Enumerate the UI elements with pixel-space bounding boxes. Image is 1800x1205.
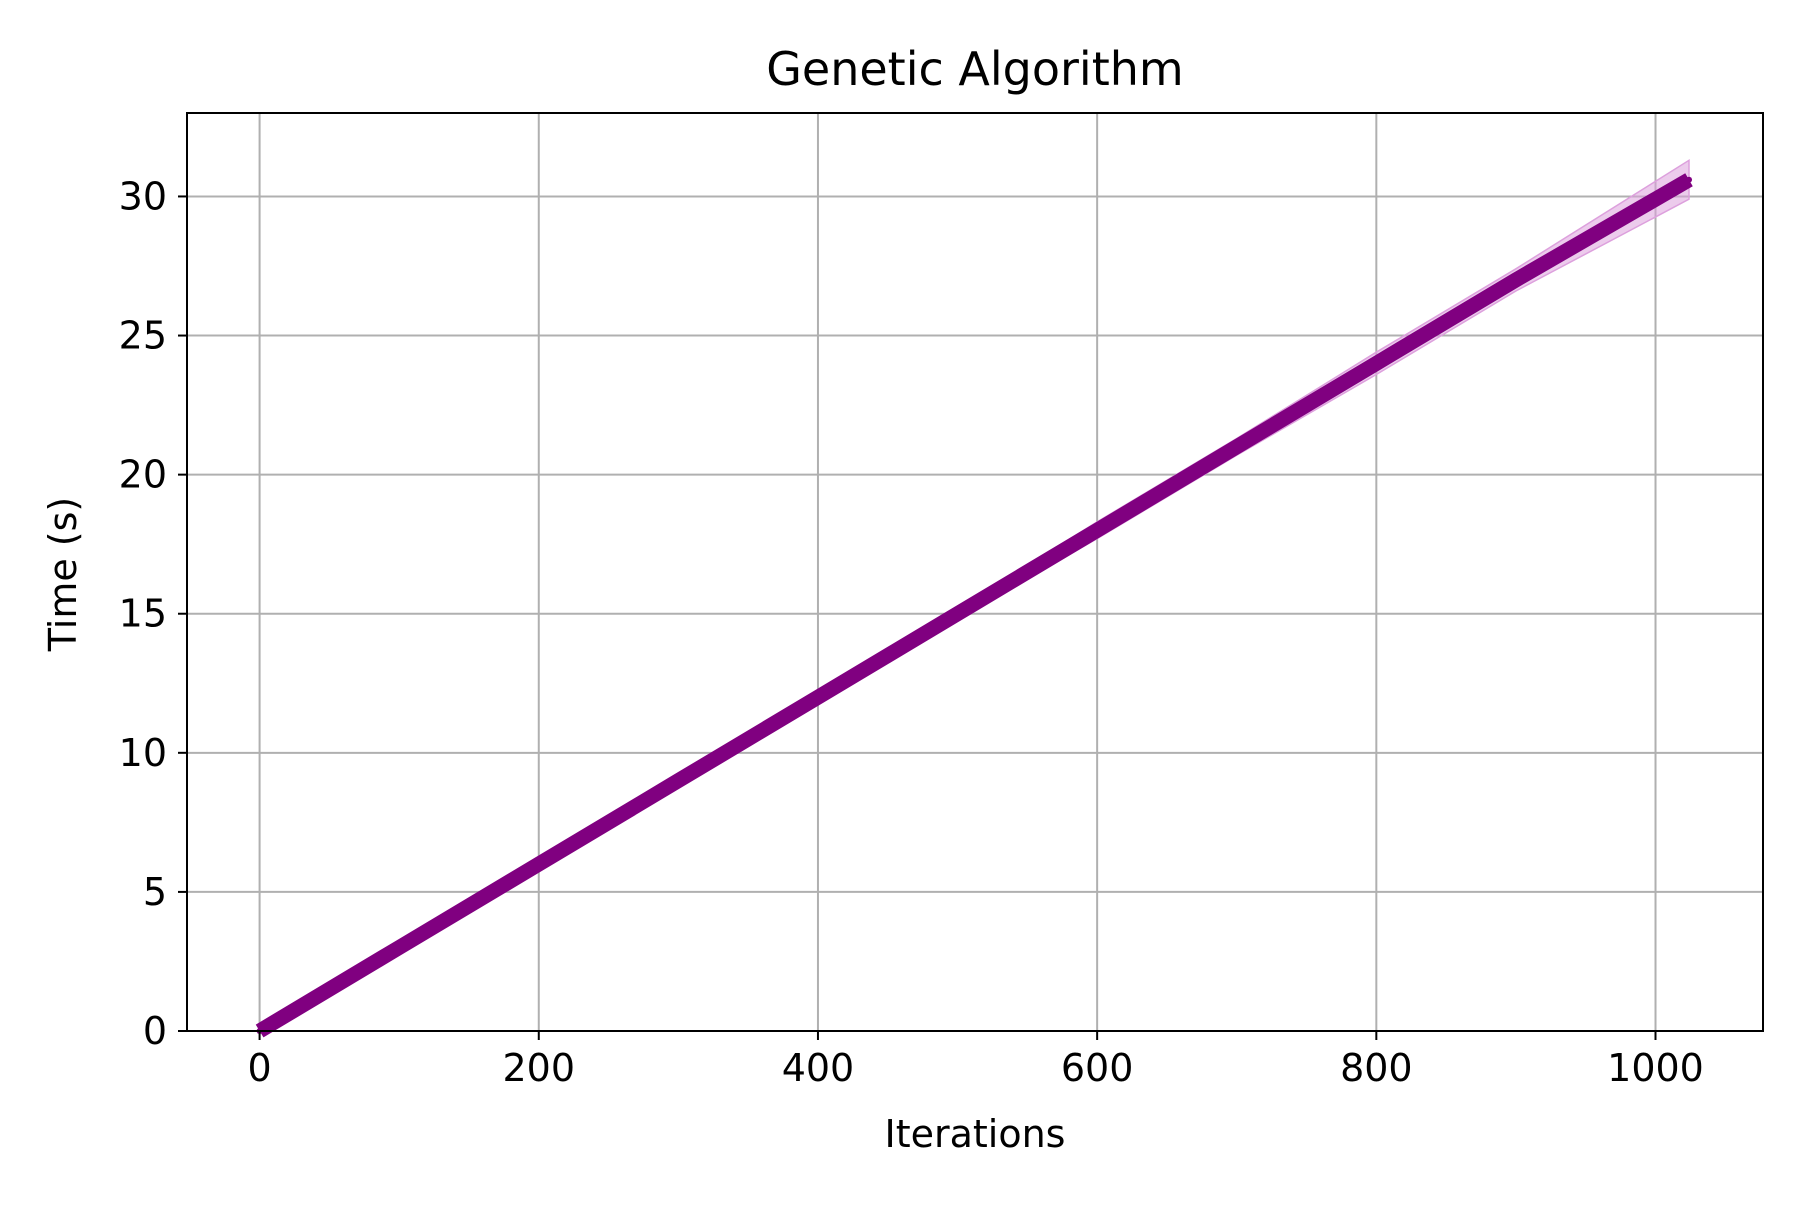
data-point xyxy=(954,610,961,617)
data-point xyxy=(535,861,542,868)
data-point xyxy=(814,694,821,701)
data-point xyxy=(396,944,403,951)
chart-title: Genetic Algorithm xyxy=(766,42,1183,96)
x-tick-label: 600 xyxy=(1061,1046,1134,1090)
tick-layer: 0 200 400 600 800 1000 0 5 10 15 20 25 30 xyxy=(119,174,1704,1090)
data-point xyxy=(1233,443,1240,450)
y-tick-label: 25 xyxy=(119,314,167,358)
data-point xyxy=(675,777,682,784)
data-point xyxy=(1373,360,1380,367)
plot-frame xyxy=(186,112,1764,1032)
data-point xyxy=(1686,176,1693,183)
y-axis-label: Time (s) xyxy=(41,497,85,653)
x-tick-label: 200 xyxy=(503,1046,576,1090)
series-layer xyxy=(255,173,1693,1038)
y-tick-label: 30 xyxy=(119,174,167,218)
y-tick-label: 0 xyxy=(143,1009,167,1053)
x-tick-label: 800 xyxy=(1340,1046,1413,1090)
data-point xyxy=(1094,527,1101,534)
x-tick-label: 1000 xyxy=(1607,1046,1704,1090)
x-tick-label: 0 xyxy=(247,1046,271,1090)
data-point xyxy=(1512,276,1519,283)
y-tick-label: 10 xyxy=(119,731,167,775)
y-tick-label: 5 xyxy=(143,870,167,914)
x-tick-label: 400 xyxy=(782,1046,855,1090)
y-tick-label: 15 xyxy=(119,592,167,636)
x-axis-label: Iterations xyxy=(885,1112,1066,1156)
y-tick-label: 20 xyxy=(119,453,167,497)
